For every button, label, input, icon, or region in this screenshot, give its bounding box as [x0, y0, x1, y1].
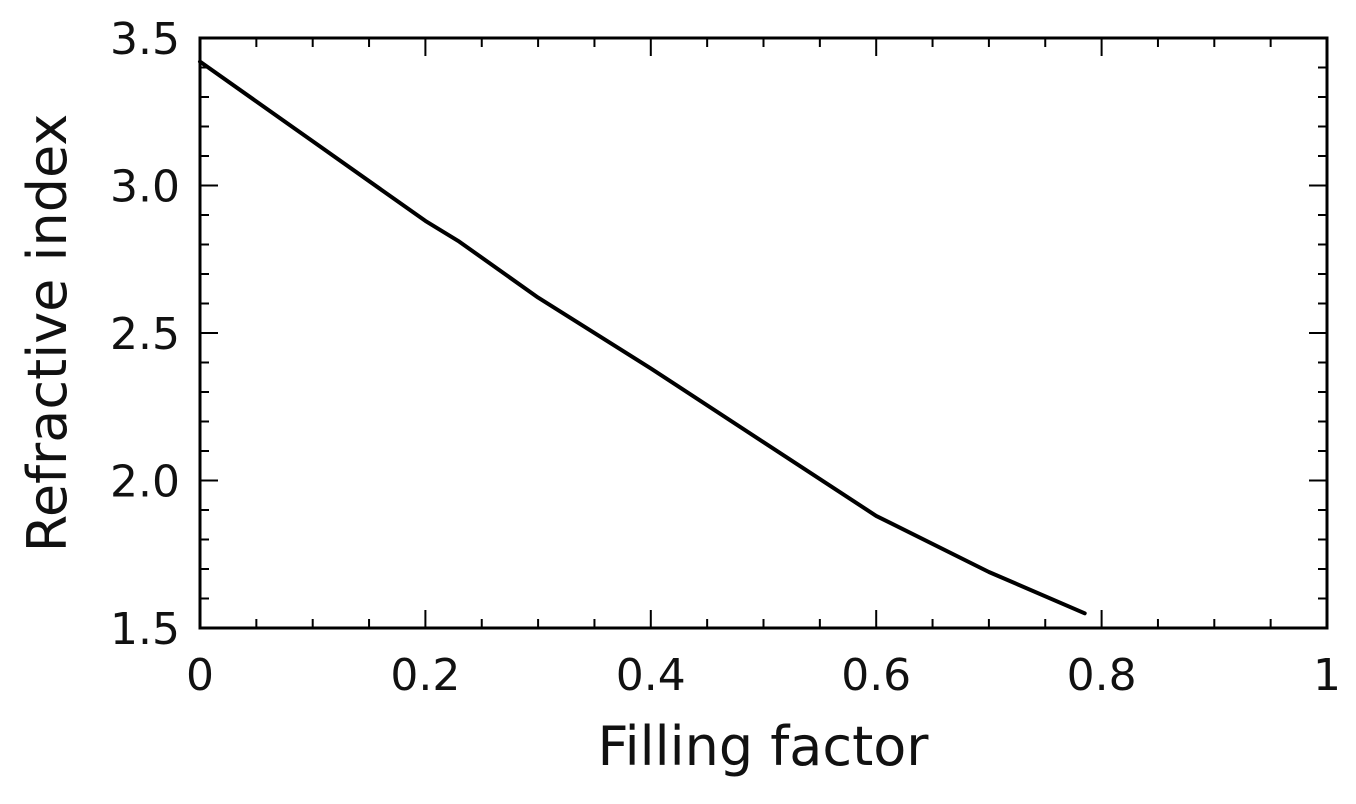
y-tick-label: 2.0	[110, 457, 180, 508]
y-tick-label: 3.5	[110, 14, 180, 65]
y-tick-label: 2.5	[110, 309, 180, 360]
plot-frame	[198, 36, 1329, 630]
y-tick-label: 3.0	[110, 162, 180, 213]
y-axis-title: Refractive index	[16, 114, 79, 553]
x-tick-label: 0.8	[1067, 650, 1137, 701]
x-tick-label: 1	[1313, 650, 1341, 701]
x-tick-label: 0.6	[841, 650, 911, 701]
x-axis-title: Filling factor	[597, 715, 929, 778]
x-tick-label: 0.2	[390, 650, 460, 701]
x-tick-label: 0.4	[616, 650, 686, 701]
x-tick-label: 0	[186, 650, 214, 701]
series-line	[198, 59, 1087, 616]
y-tick-label: 1.5	[110, 604, 180, 655]
